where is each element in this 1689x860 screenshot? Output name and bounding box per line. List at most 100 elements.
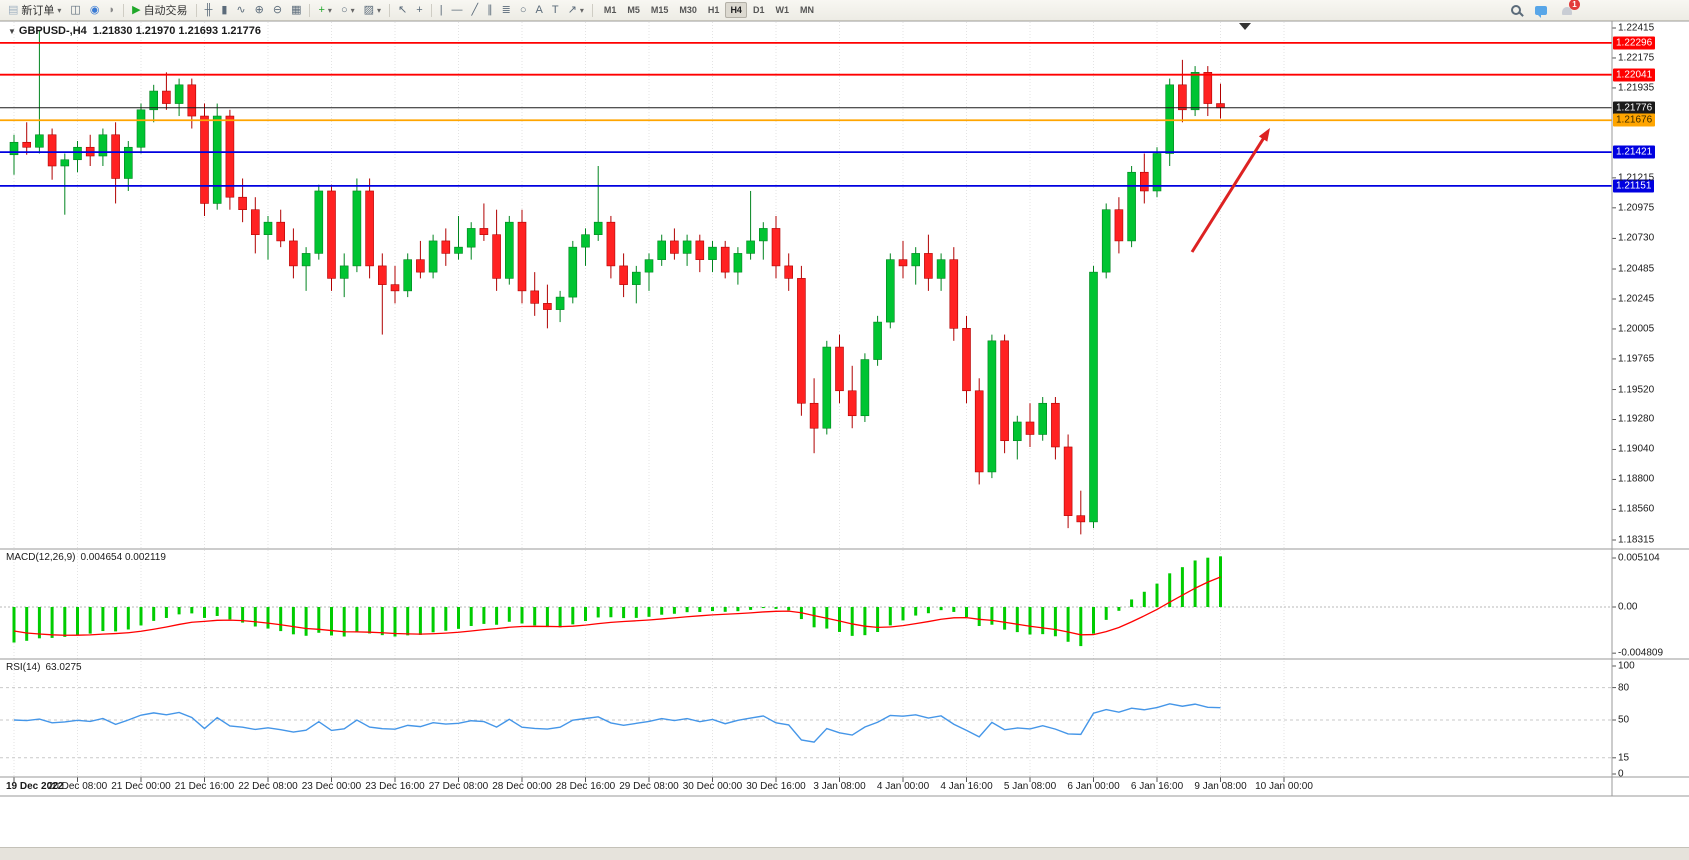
collapse-subwindow-icon[interactable]: ▼ [8, 27, 16, 36]
timeframe-button-h1[interactable]: H1 [707, 5, 720, 15]
toolbar-separator [123, 3, 125, 17]
crosshair-button[interactable]: + [412, 4, 426, 17]
arrow-tool-icon: ↗ [567, 3, 577, 16]
line-chart-button[interactable]: ∿ [232, 4, 249, 17]
text-label-button[interactable]: T [548, 4, 563, 17]
candle-down [162, 90, 171, 104]
timeframe-button-m1[interactable]: M1 [603, 5, 617, 15]
candle-up [873, 321, 882, 360]
candle-up [657, 240, 667, 260]
community-icon: ◉ [89, 3, 100, 16]
candle-up [733, 253, 743, 273]
zoom-in-button[interactable]: ⊕ [251, 4, 268, 17]
candle-up [631, 271, 641, 285]
candle-down [1051, 402, 1060, 448]
candle-down [543, 303, 552, 310]
candle-down [1076, 515, 1086, 523]
candle-up [428, 240, 438, 273]
chat-icon[interactable] [1535, 5, 1547, 18]
shapes-button[interactable]: ○ [516, 4, 531, 17]
fibonacci-button[interactable]: ≣ [498, 4, 515, 17]
candle-down [974, 390, 984, 473]
channel-icon: ∥ [487, 3, 493, 16]
candle-up [682, 240, 692, 254]
timeframe-button-m30[interactable]: M30 [679, 5, 697, 15]
candle-down [962, 328, 971, 392]
candle-up [149, 90, 158, 111]
candle-up [136, 109, 146, 148]
candle-up [263, 221, 273, 235]
candle-up [174, 84, 184, 104]
candlestick-chart-button[interactable]: ▮ [217, 4, 231, 17]
periods-button[interactable]: ○ ▾ [337, 4, 359, 17]
timeframe-button-h4[interactable]: H4 [725, 2, 747, 18]
candle-down [1114, 209, 1124, 242]
trendline-button[interactable]: ╱ [468, 4, 483, 17]
candle-up [1038, 402, 1047, 435]
candle-down [416, 259, 425, 273]
chart-shift-marker[interactable] [1239, 23, 1251, 30]
new-order-icon: ▤ [8, 3, 19, 16]
autotrading-button[interactable]: ▶ 自动交易 [128, 1, 191, 19]
candle-down [1140, 171, 1149, 192]
status-bar [0, 847, 1689, 860]
mql5-community-button[interactable]: ◉ [86, 4, 104, 17]
candle-down [1025, 421, 1035, 435]
candle-down [771, 228, 781, 267]
candle-down [200, 115, 209, 204]
tile-windows-button[interactable]: ▦ [287, 4, 305, 17]
timeframe-button-m15[interactable]: M15 [650, 5, 669, 15]
candle-down [606, 221, 616, 267]
push-notification-button[interactable]: ◗ [104, 4, 119, 17]
market-depth-button[interactable]: ◫ [66, 4, 84, 17]
toolbar-right-icons: 1 [1511, 0, 1580, 18]
candle-down [619, 265, 628, 285]
toolbar-separator [389, 3, 391, 17]
bell-icon [1562, 7, 1572, 15]
main-toolbar: ▤ 新订单 ▾ ◫ ◉ ◗ ▶ 自动交易 ╫ ▮ ∿ ⊕ ⊖ ▦ + ▾ ○ ▾ ▨… [0, 0, 1689, 21]
bar-chart-button[interactable]: ╫ [201, 4, 217, 17]
candle-down [289, 240, 298, 267]
candle-up [581, 234, 590, 248]
timeframe-button-mn[interactable]: MN [799, 5, 814, 15]
trend-arrow-head [1258, 128, 1270, 142]
cursor-button[interactable]: ↖ [394, 4, 411, 17]
candle-down [479, 228, 489, 235]
templates-button[interactable]: ▨ ▾ [360, 4, 385, 17]
channel-button[interactable]: ∥ [483, 4, 497, 17]
vertical-line-button[interactable]: | [436, 4, 447, 17]
chevron-down-icon: ▾ [350, 5, 355, 15]
zoom-out-button[interactable]: ⊖ [269, 4, 286, 17]
search-icon[interactable] [1511, 5, 1521, 15]
macd-signal-line [13, 576, 1221, 636]
arrows-button[interactable]: ↗ ▾ [564, 4, 588, 17]
candle-up [1012, 421, 1022, 442]
candle-down [22, 141, 32, 148]
bar-chart-icon: ╫ [204, 3, 213, 16]
notifications-button[interactable]: 1 [1561, 0, 1580, 16]
indicators-button[interactable]: + ▾ [314, 4, 335, 17]
new-order-button[interactable]: ▤ 新订单 ▾ [4, 1, 65, 19]
candle-up [746, 240, 755, 254]
candle-down [1063, 446, 1073, 516]
candle-up [339, 265, 349, 279]
candle-down [390, 284, 400, 292]
horizontal-line-icon: — [451, 3, 463, 16]
toolbar-separator [309, 3, 311, 17]
trend-arrow[interactable] [1190, 133, 1268, 253]
candle-down [365, 190, 374, 267]
text-icon: A [535, 3, 543, 16]
timeframe-button-m5[interactable]: M5 [627, 5, 640, 15]
text-label-icon: T [551, 3, 559, 16]
timeframe-button-w1[interactable]: W1 [775, 5, 789, 15]
timeframe-button-d1[interactable]: D1 [752, 5, 765, 15]
macd-values: 0.004654 0.002119 [80, 552, 166, 563]
candle-down [1203, 72, 1213, 104]
candle-down [695, 240, 705, 260]
chevron-down-icon: ▾ [327, 5, 332, 15]
candle-up [1101, 209, 1111, 273]
candle-down [949, 259, 959, 329]
horizontal-line-button[interactable]: — [448, 4, 467, 17]
text-button[interactable]: A [532, 4, 547, 17]
